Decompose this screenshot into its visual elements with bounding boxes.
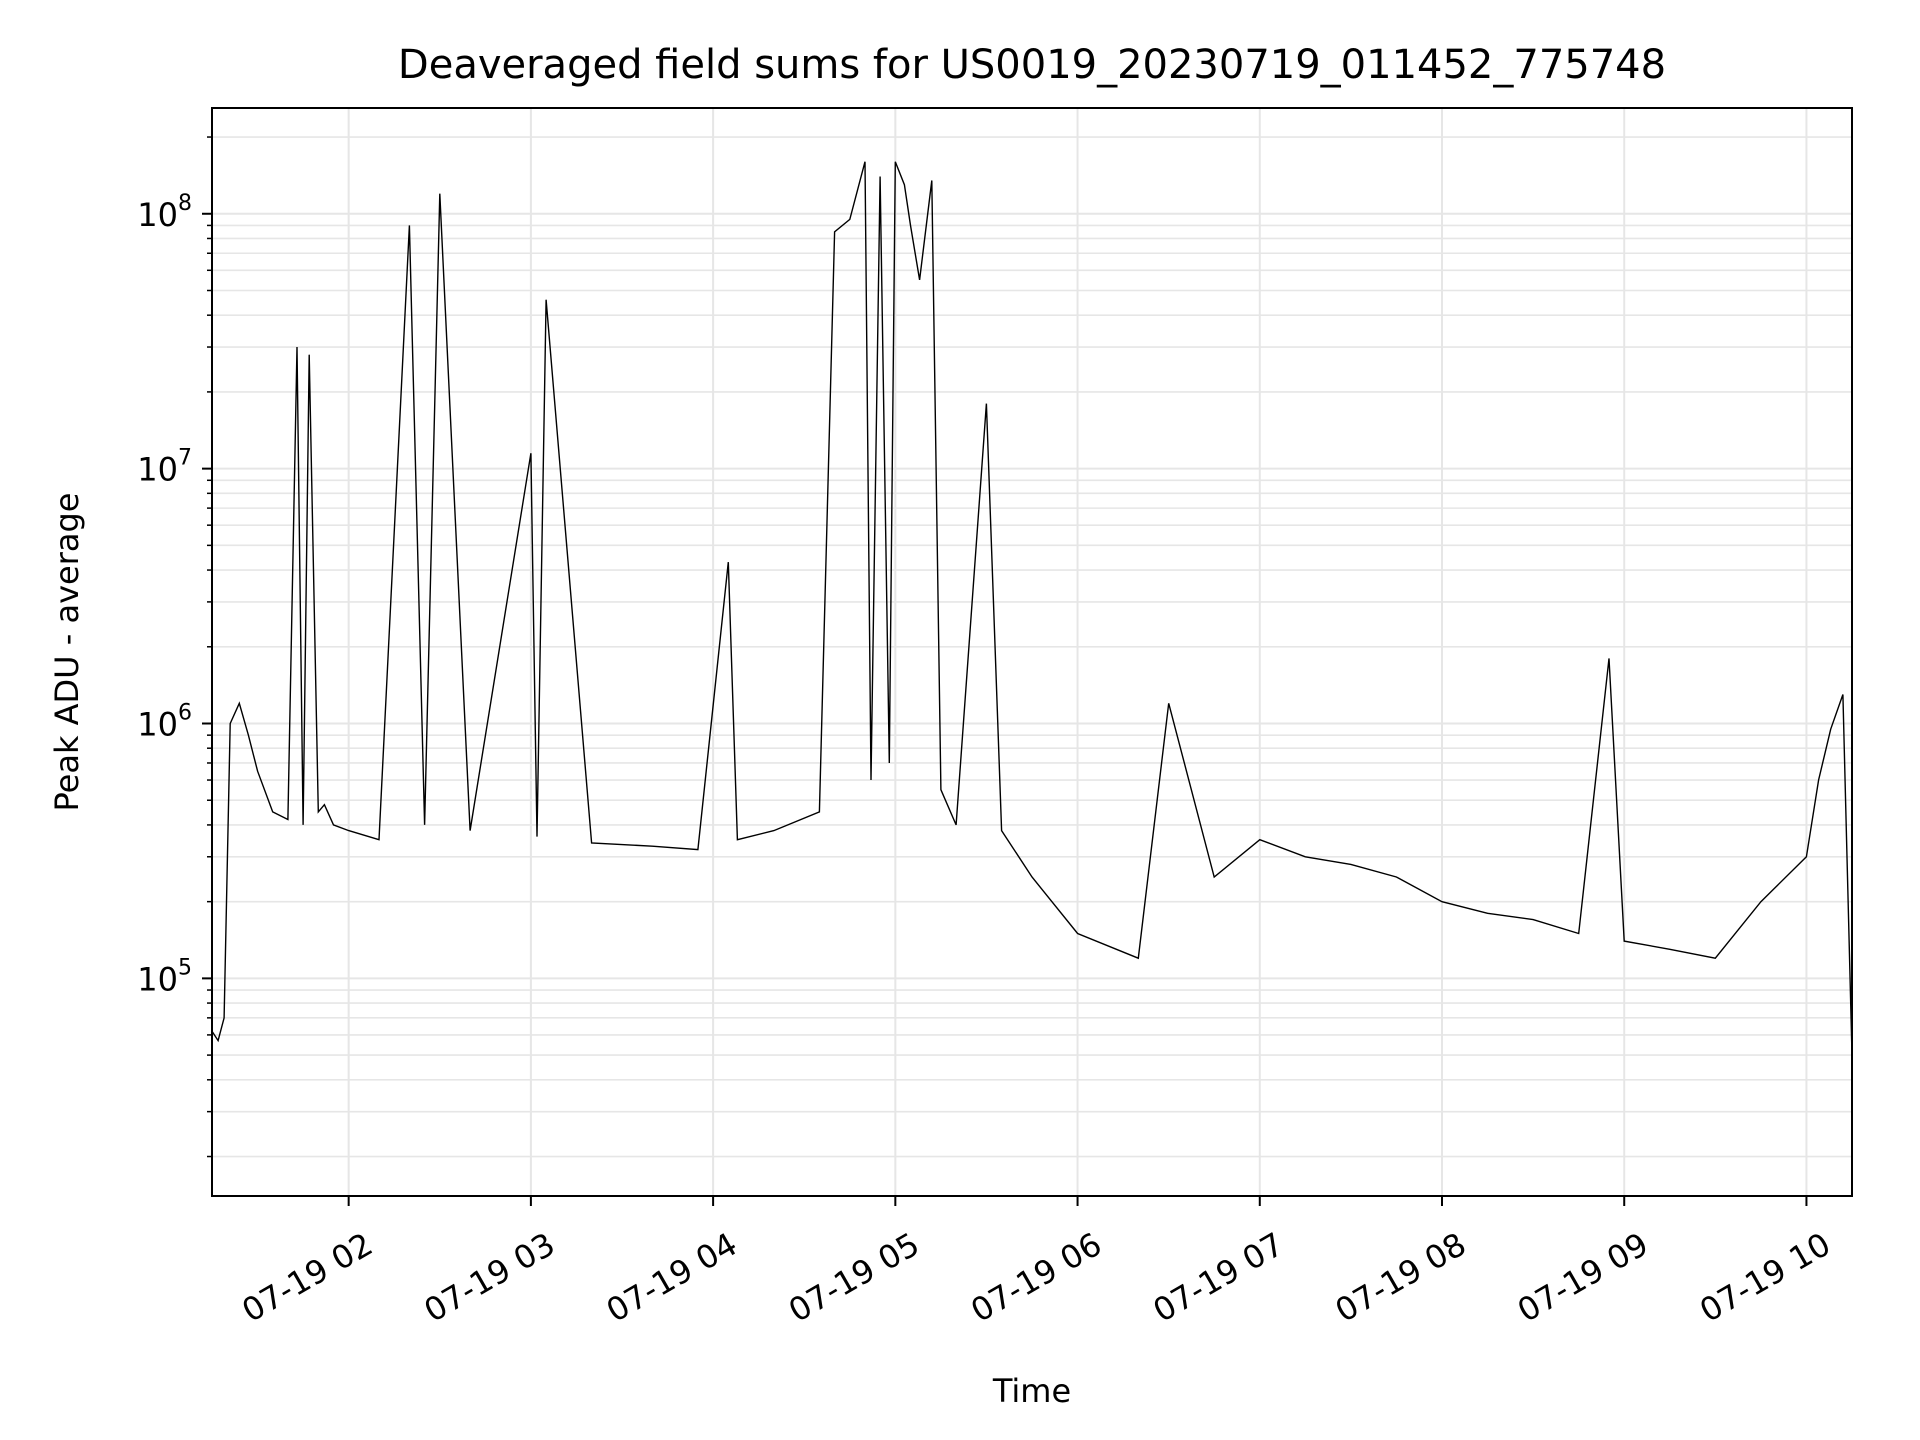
x-tick-label: 07-19 09 <box>1511 1225 1655 1330</box>
series-line-path <box>211 161 1853 1056</box>
x-axis-label: Time <box>992 1372 1071 1410</box>
series-line <box>211 161 1853 1056</box>
x-tick-label: 07-19 05 <box>782 1225 926 1330</box>
x-tick-label: 07-19 08 <box>1329 1225 1473 1330</box>
y-tick-label: 106 <box>137 701 192 744</box>
grid <box>212 108 1852 1196</box>
plot-frame <box>211 107 1853 1197</box>
x-axis: 07-19 02 07-19 03 07-19 04 07-19 05 07-19 06… <box>235 1196 1837 1330</box>
x-tick-label: 07-19 06 <box>964 1225 1108 1330</box>
x-tick-label: 07-19 02 <box>235 1225 379 1330</box>
x-tick-label: 07-19 07 <box>1147 1225 1291 1330</box>
y-tick-label: 105 <box>137 955 192 998</box>
x-tick-label: 07-19 03 <box>418 1225 562 1330</box>
y-axis-label: Peak ADU - average <box>48 493 86 812</box>
y-tick-label: 108 <box>137 191 192 234</box>
chart-title: Deaveraged field sums for US0019_2023071… <box>398 42 1666 88</box>
y-axis: 105 106 107 108 <box>137 136 212 1158</box>
y-tick-label: 107 <box>137 446 192 489</box>
x-tick-label: 07-19 10 <box>1693 1225 1837 1330</box>
x-tick-label: 07-19 04 <box>600 1225 744 1330</box>
